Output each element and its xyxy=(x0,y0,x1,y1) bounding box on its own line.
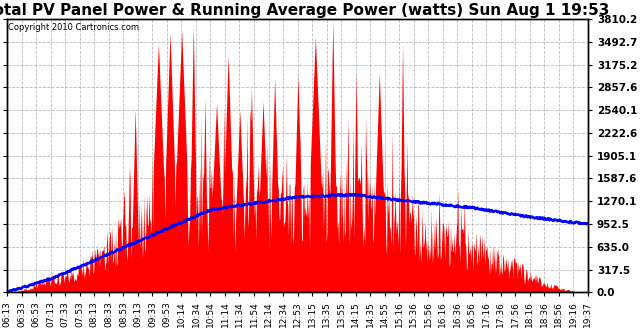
Text: Copyright 2010 Cartronics.com: Copyright 2010 Cartronics.com xyxy=(8,23,140,32)
Title: Total PV Panel Power & Running Average Power (watts) Sun Aug 1 19:53: Total PV Panel Power & Running Average P… xyxy=(0,3,610,18)
